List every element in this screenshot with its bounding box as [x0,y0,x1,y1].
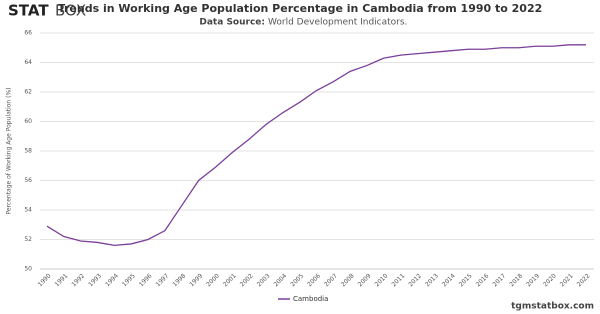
subtitle-label: Data Source: [199,18,265,28]
y-axis-label: Percentage of Working Age Population (%) [6,87,13,214]
subtitle: World Development Indicators. [268,18,407,28]
x-tick-label: 2017 [492,272,508,288]
x-tick-label: 2000 [205,272,221,288]
chart-title: Trends in Working Age Population Percent… [58,2,543,15]
x-tick-label: 2001 [222,272,238,288]
x-tick-label: 2002 [239,272,255,288]
x-tick-label: 2005 [289,272,305,288]
y-tick-label: 50 [24,266,32,273]
x-tick-label: 2020 [542,272,558,288]
x-tick-label: 2018 [508,272,524,288]
x-tick-label: 1996 [138,272,154,288]
logo-light: BOX [55,2,86,20]
x-tick-label: 2009 [357,272,373,288]
x-tick-label: 1998 [171,272,187,288]
x-tick-label: 2022 [576,272,592,288]
x-tick-label: 1992 [70,272,86,288]
y-tick-label: 62 [24,89,32,96]
x-tick-label: 1999 [188,272,204,288]
data-line [46,44,586,247]
x-tick-label: 2014 [441,272,457,288]
x-tick-label: 2021 [559,272,575,288]
x-tick-label: 1994 [104,272,120,288]
x-tick-label: 2010 [374,272,390,288]
x-tick-label: 2006 [306,272,322,288]
legend-label: Cambodia [293,295,328,303]
x-tick-label: 2019 [525,272,541,288]
y-tick-label: 56 [24,177,32,184]
y-tick-label: 58 [24,148,32,155]
x-tick-label: 1993 [87,272,103,288]
x-tick-label: 2004 [273,272,289,288]
y-tick-label: 66 [24,30,32,37]
x-tick-label: 1991 [54,272,70,288]
x-tick-label: 2012 [407,272,423,288]
x-tick-label: 2013 [424,272,440,288]
y-tick-label: 52 [24,236,32,243]
x-tick-label: 2007 [323,272,339,288]
y-tick-label: 60 [24,118,32,125]
x-tick-label: 1995 [121,272,137,288]
x-tick-label: 1990 [37,272,53,288]
footer: tgmstatbox.com [511,302,594,312]
y-tick-label: 54 [24,207,32,214]
x-tick-label: 2015 [458,272,474,288]
x-tick-label: 2008 [340,272,356,288]
x-tick-label: 2016 [475,272,491,288]
x-tick-label: 2011 [390,272,406,288]
x-tick-label: 1997 [155,272,171,288]
logo-bold: STAT [8,2,49,20]
y-tick-label: 64 [24,59,32,66]
x-tick-label: 2003 [256,272,272,288]
